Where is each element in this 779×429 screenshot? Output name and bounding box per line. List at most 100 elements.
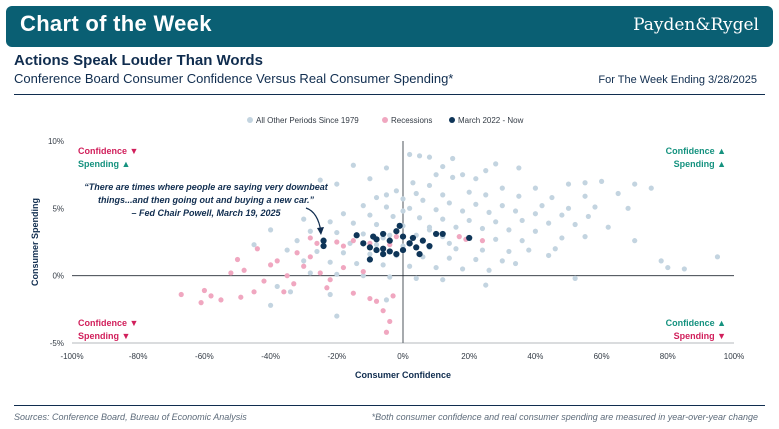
- point-other: [516, 165, 522, 171]
- quote-attribution: – Fed Chair Powell, March 19, 2025: [131, 208, 281, 218]
- point-other: [499, 258, 505, 264]
- point-other: [453, 224, 459, 230]
- point-other: [512, 260, 519, 267]
- point-other: [585, 213, 591, 220]
- point-other: [367, 251, 373, 257]
- point-other: [334, 271, 340, 277]
- sources-note: Sources: Conference Board, Bureau of Eco…: [14, 412, 247, 422]
- banner-title: Chart of the Week: [20, 11, 212, 36]
- point-recession: [307, 254, 313, 260]
- point-other: [479, 225, 486, 232]
- point-other: [410, 180, 416, 186]
- point-other: [450, 155, 456, 162]
- point-other: [274, 283, 280, 290]
- point-other: [549, 194, 555, 201]
- point-other: [383, 165, 390, 171]
- point-other: [268, 227, 274, 233]
- point-other: [407, 263, 413, 269]
- point-recession: [198, 300, 204, 306]
- point-other: [486, 209, 492, 215]
- point-other: [479, 247, 486, 253]
- week-label: For The Week Ending 3/28/2025: [598, 74, 757, 86]
- point-recession: [208, 293, 214, 299]
- footnote: *Both consumer confidence and real consu…: [371, 412, 758, 422]
- point-other: [486, 267, 492, 273]
- point-other: [317, 177, 323, 183]
- point-other: [493, 161, 499, 167]
- point-other: [433, 264, 439, 271]
- point-other: [483, 192, 489, 198]
- point-recent: [366, 256, 373, 263]
- point-recession: [340, 264, 347, 271]
- point-recent: [416, 251, 423, 258]
- point-recent: [433, 230, 440, 238]
- header-banner: Chart of the Week Payden&Rygel: [6, 6, 773, 47]
- point-other: [466, 189, 472, 195]
- point-other: [413, 275, 419, 281]
- point-other: [327, 291, 333, 298]
- point-other: [420, 197, 426, 203]
- y-axis-title: Consumer Spending: [30, 198, 40, 286]
- point-recent: [419, 237, 426, 244]
- point-recession: [393, 234, 399, 240]
- point-other: [592, 204, 598, 210]
- annotation-arrowhead: [317, 227, 324, 235]
- legend-label: March 2022 - Now: [458, 116, 524, 125]
- point-other: [407, 151, 413, 158]
- point-other: [532, 185, 539, 191]
- point-recent: [426, 242, 433, 250]
- point-recession: [294, 250, 300, 256]
- point-recent: [466, 234, 473, 242]
- point-other: [340, 211, 347, 217]
- quadrant-top-right-line1: Confidence ▲: [666, 146, 726, 156]
- point-recession: [284, 273, 290, 279]
- point-recent: [386, 248, 393, 255]
- point-recession: [291, 281, 297, 287]
- point-recession: [456, 234, 462, 240]
- point-recession: [340, 243, 347, 249]
- point-other: [483, 168, 489, 174]
- quadrant-top-left-line2: Spending ▲: [78, 159, 130, 169]
- point-recent: [370, 233, 377, 240]
- quadrant-bottom-right-line1: Confidence ▲: [666, 318, 726, 328]
- point-recent: [393, 251, 400, 258]
- point-recession: [281, 289, 287, 295]
- point-other: [681, 266, 687, 272]
- point-other: [506, 227, 512, 233]
- point-recent: [399, 233, 407, 240]
- point-recession: [327, 277, 333, 283]
- point-other: [572, 275, 578, 281]
- subtitle: Conference Board Consumer Confidence Ver…: [14, 71, 454, 86]
- point-other: [632, 181, 638, 187]
- point-other: [400, 208, 406, 214]
- bottom-divider: [14, 405, 765, 406]
- point-recession: [241, 267, 247, 273]
- x-tick-label: -100%: [60, 352, 83, 361]
- point-recession: [390, 293, 396, 299]
- point-other: [287, 289, 294, 295]
- point-other: [334, 229, 340, 236]
- point-recession: [228, 270, 234, 276]
- point-other: [407, 205, 413, 211]
- point-other: [559, 212, 565, 218]
- point-recession: [307, 235, 313, 241]
- point-other: [499, 203, 505, 209]
- point-other: [350, 162, 356, 168]
- point-recent: [399, 246, 407, 254]
- point-other: [582, 234, 588, 240]
- point-recession: [178, 291, 184, 298]
- point-other: [658, 258, 664, 264]
- point-other: [599, 178, 605, 184]
- point-recession: [201, 287, 207, 294]
- point-other: [459, 172, 466, 178]
- point-other: [615, 190, 621, 197]
- point-recent: [406, 240, 413, 247]
- point-other: [440, 163, 446, 170]
- legend-marker: [382, 117, 388, 123]
- point-other: [446, 200, 452, 206]
- point-recent: [380, 245, 387, 252]
- point-other: [307, 228, 313, 234]
- point-other: [307, 270, 313, 276]
- headline: Actions Speak Louder Than Words: [14, 52, 263, 69]
- point-other: [632, 238, 638, 244]
